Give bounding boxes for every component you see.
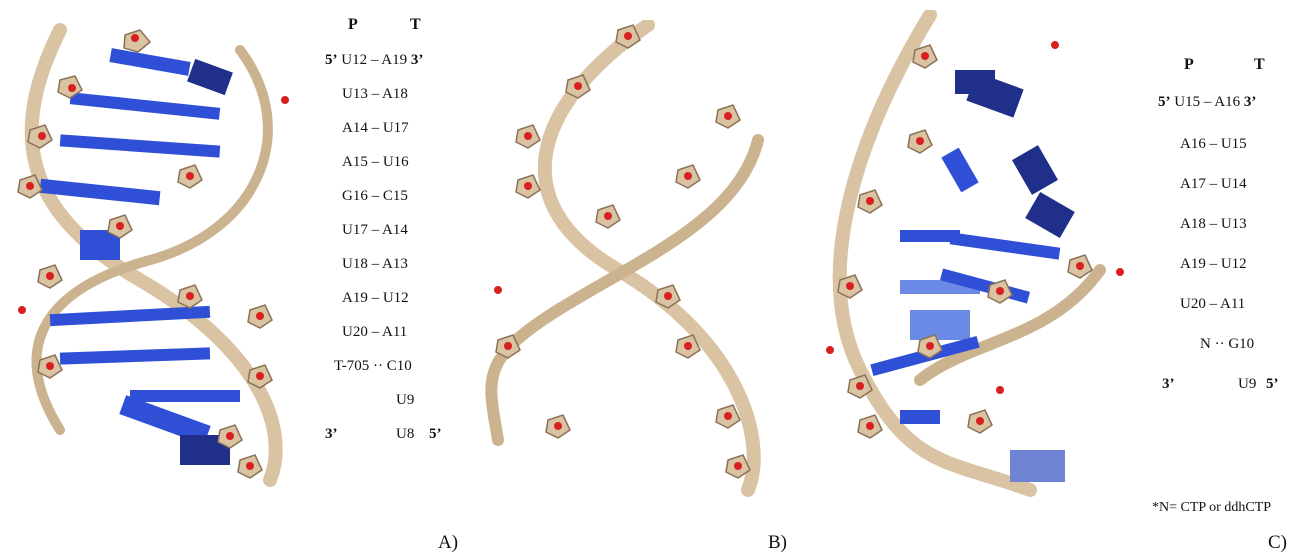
pair-row: U20 – A11 [342,324,408,340]
panel-label-c: C) [1268,532,1287,553]
header-p: P [348,16,358,33]
pair-row: A19 – U12 [1180,256,1247,272]
panel-label-b: B) [768,532,787,553]
pair-row: U20 – A11 [1180,296,1246,312]
pair-row: A15 – U16 [342,154,409,170]
pair-row: A17 – U14 [1180,176,1247,192]
structure-b [478,20,778,500]
sequence-table-c: P T 5’ U15 – A16 3’ A16 – U15 A17 – U14 … [1150,52,1295,412]
pair-row: 5’ U15 – A16 3’ [1158,94,1257,110]
panel-label-a: A) [438,532,459,553]
structure-c [800,10,1130,500]
pair-row: A16 – U15 [1180,136,1247,152]
sequence-table-a: P T 5’ U12 – A19 3’ U13 – A18 A14 – U17 … [320,12,455,462]
pair-row: 3’ U9 5’ [1162,376,1279,392]
pair-row: 3’ U8 5’ [325,426,442,442]
header-p: P [1184,56,1194,73]
pair-row: A14 – U17 [342,120,409,136]
header-t: T [410,16,421,33]
pair-row: A19 – U12 [342,290,409,306]
header-t: T [1254,56,1265,73]
pair-row: U18 – A13 [342,256,408,272]
footnote: *N= CTP or ddhCTP [1152,500,1271,515]
pair-row: U13 – A18 [342,86,408,102]
pair-row: 5’ U12 – A19 3’ [325,52,424,68]
structure-a [0,10,320,490]
pair-row: A18 – U13 [1180,216,1247,232]
pair-row: U17 – A14 [342,222,408,238]
pair-row: U9 [396,392,415,408]
pair-row: G16 – C15 [342,188,408,204]
pair-row: T-705 ·· C10 [334,358,412,374]
pair-row: N ·· G10 [1200,336,1255,352]
